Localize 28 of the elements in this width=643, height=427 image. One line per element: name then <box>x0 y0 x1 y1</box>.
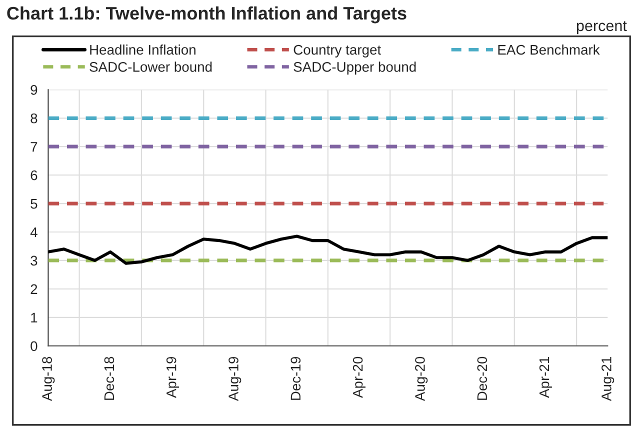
legend-label: EAC Benchmark <box>498 44 600 55</box>
y-tick-label: 2 <box>30 284 38 294</box>
legend-label: Headline Inflation <box>90 44 196 55</box>
y-tick-label: 8 <box>30 113 38 124</box>
x-tick-label: Aug-21 <box>602 356 614 402</box>
x-tick-label: Aug-18 <box>42 356 55 402</box>
x-tick-label: Aug-19 <box>228 356 242 402</box>
x-tick-label: Apr-19 <box>166 356 180 398</box>
legend-label: SADC-Lower bound <box>90 62 212 72</box>
x-tick-label: Aug-20 <box>415 356 428 402</box>
y-tick-label: 5 <box>30 199 38 209</box>
y-tick-label: 3 <box>30 256 38 266</box>
y-axis-title: percent <box>576 21 627 34</box>
x-tick-label: Dec-19 <box>290 356 301 400</box>
legend-label: SADC-Upper bound <box>294 62 416 75</box>
x-tick-label: Dec-20 <box>477 356 488 400</box>
y-tick-label: 0 <box>30 341 38 352</box>
chart-title: Chart 1.1b: Twelve-month Inflation and Targets <box>7 6 406 24</box>
x-tick-label: Apr-20 <box>352 356 366 398</box>
line-series <box>48 234 608 265</box>
x-tick-label: Dec-18 <box>104 356 114 400</box>
y-tick-label: 7 <box>30 142 38 152</box>
y-tick-label: 1 <box>31 312 38 322</box>
y-tick-label: 6 <box>30 170 38 180</box>
x-tick-label: Apr-21 <box>539 356 552 398</box>
legend-label: Country target <box>294 44 381 58</box>
y-tick-label: 4 <box>30 227 38 238</box>
y-tick-label: 9 <box>30 85 38 95</box>
